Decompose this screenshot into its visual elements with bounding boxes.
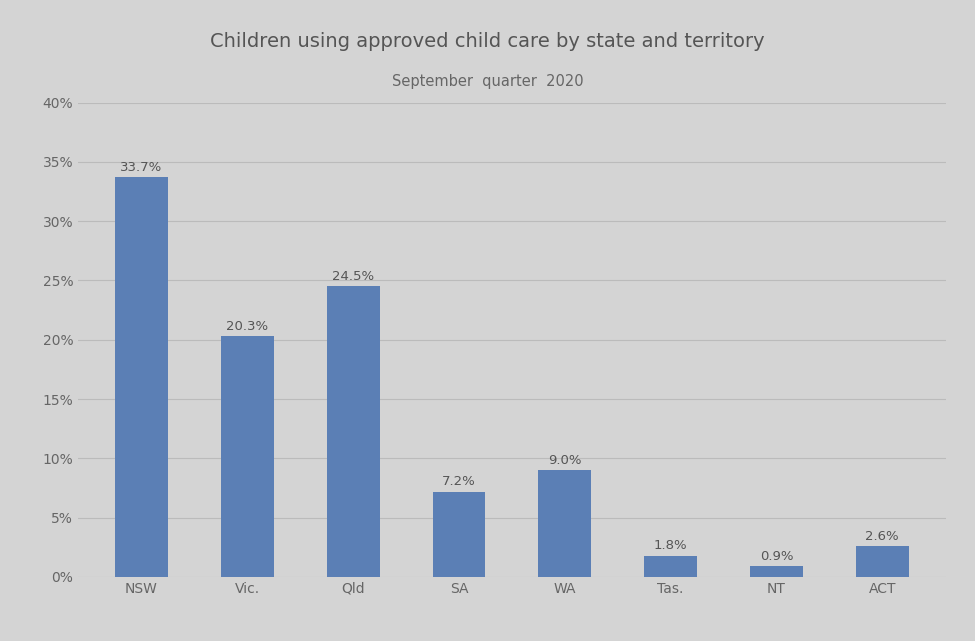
Text: 33.7%: 33.7% [120,161,163,174]
Text: 24.5%: 24.5% [332,270,374,283]
Text: September  quarter  2020: September quarter 2020 [392,74,583,88]
Text: 20.3%: 20.3% [226,320,268,333]
Bar [433,492,486,577]
Bar [327,287,379,577]
Bar [750,566,802,577]
Text: 1.8%: 1.8% [654,539,687,552]
Text: 2.6%: 2.6% [866,529,899,542]
Bar [221,336,274,577]
Text: Children using approved child care by state and territory: Children using approved child care by st… [211,32,764,51]
Bar [115,178,168,577]
Bar [856,546,909,577]
Text: 7.2%: 7.2% [442,475,476,488]
Bar [644,556,697,577]
Bar [538,470,591,577]
Text: 0.9%: 0.9% [760,550,794,563]
Text: 9.0%: 9.0% [548,454,581,467]
